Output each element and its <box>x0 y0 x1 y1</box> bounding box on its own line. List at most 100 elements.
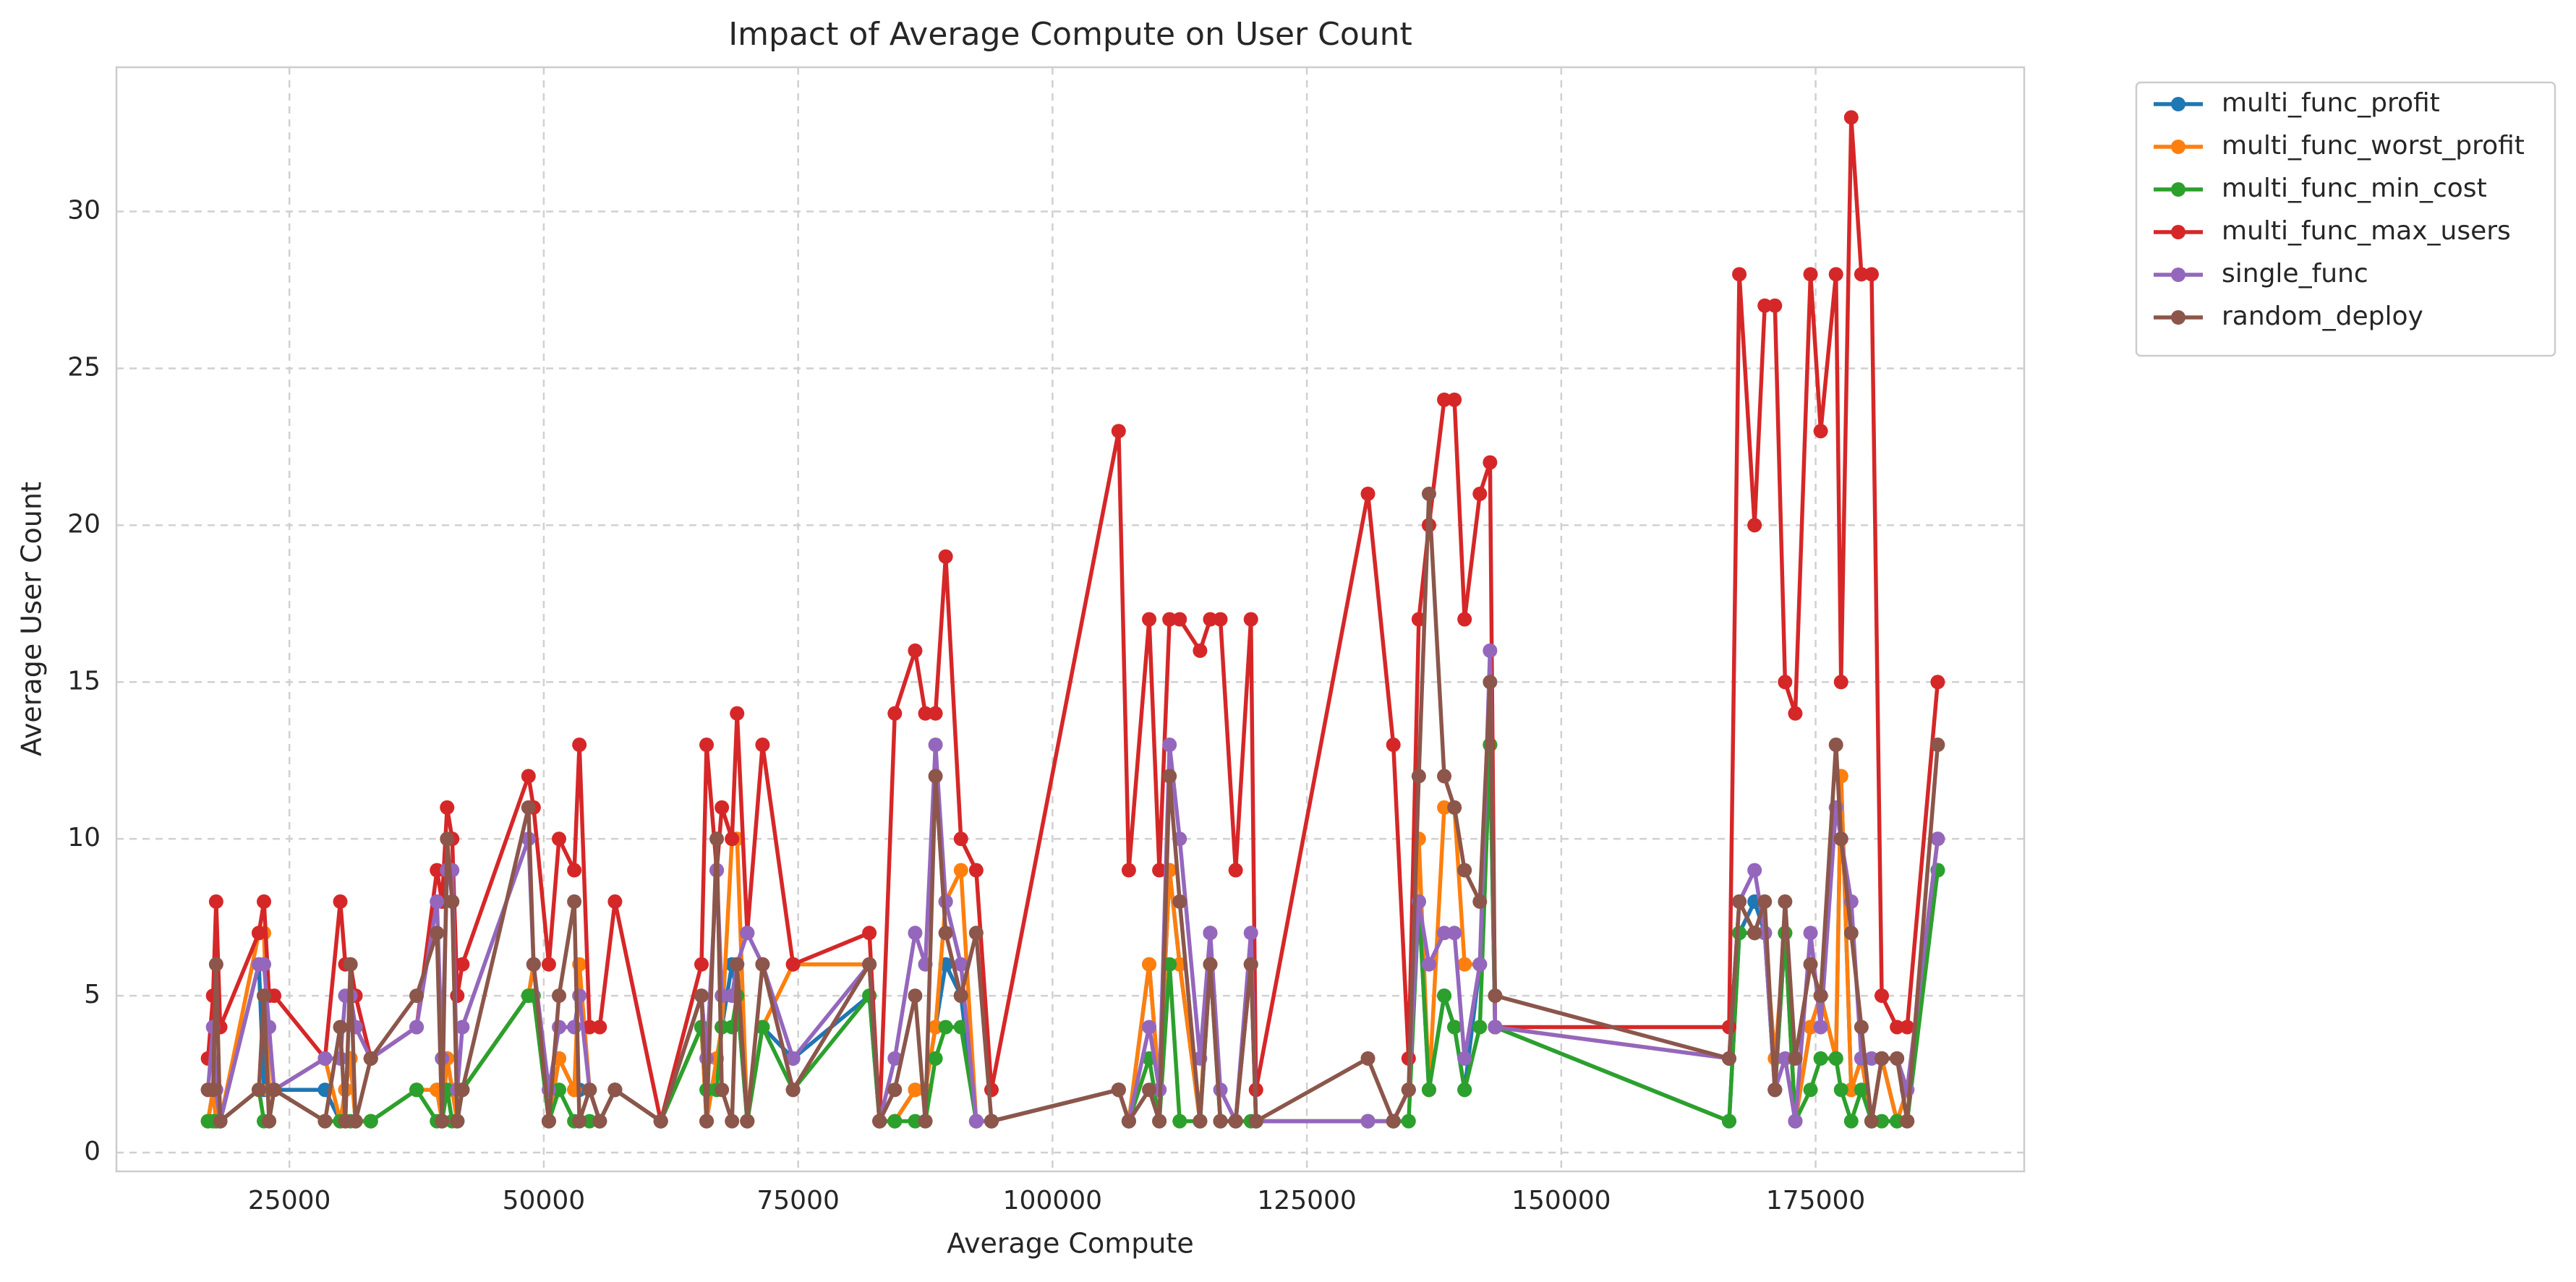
data-point <box>968 926 984 941</box>
data-point <box>862 957 877 972</box>
data-point <box>1228 1114 1243 1129</box>
data-point <box>1803 926 1818 941</box>
data-point <box>567 1020 582 1035</box>
data-point <box>1890 1114 1905 1129</box>
data-point <box>1472 486 1488 501</box>
y-tick-label: 30 <box>67 196 101 226</box>
data-point <box>430 894 445 909</box>
data-point <box>1778 1051 1793 1066</box>
data-point <box>1843 1114 1859 1129</box>
data-point <box>552 988 567 1004</box>
x-tick-label: 25000 <box>248 1186 331 1215</box>
data-point <box>953 1020 968 1035</box>
data-point <box>785 1051 801 1066</box>
data-point <box>552 1020 567 1035</box>
data-point <box>363 1051 378 1066</box>
legend-label: multi_func_profit <box>2222 88 2440 118</box>
data-point <box>1243 612 1258 627</box>
data-point <box>1142 1020 1157 1035</box>
data-point <box>541 957 556 972</box>
data-point <box>1890 1020 1905 1035</box>
legend-marker <box>2171 225 2185 239</box>
x-tick-label: 125000 <box>1257 1186 1356 1215</box>
legend-label: multi_func_max_users <box>2222 216 2511 246</box>
x-tick-label: 100000 <box>1003 1186 1102 1215</box>
x-tick-label: 150000 <box>1511 1186 1611 1215</box>
data-point <box>541 1114 556 1129</box>
data-point <box>1142 1082 1157 1098</box>
data-point <box>592 1114 607 1129</box>
data-point <box>1437 988 1452 1004</box>
data-point <box>653 1114 668 1129</box>
data-point <box>1193 643 1208 658</box>
data-point <box>1864 267 1879 282</box>
data-point <box>572 1114 587 1129</box>
data-point <box>1854 1082 1869 1098</box>
data-point <box>1843 926 1859 941</box>
data-point <box>409 1082 425 1098</box>
data-point <box>251 926 266 941</box>
data-point <box>572 738 587 753</box>
data-point <box>521 769 536 784</box>
data-point <box>1875 1114 1890 1129</box>
series <box>200 486 1945 1129</box>
data-point <box>208 957 223 972</box>
data-point <box>1360 486 1376 501</box>
data-point <box>1447 800 1462 815</box>
data-point <box>785 957 801 972</box>
data-point <box>1843 1082 1859 1098</box>
data-point <box>1483 643 1498 658</box>
data-point <box>740 1114 755 1129</box>
data-point <box>730 957 745 972</box>
data-point <box>740 926 755 941</box>
data-point <box>953 832 968 847</box>
data-point <box>715 1082 730 1098</box>
data-point <box>938 549 953 564</box>
data-point <box>699 738 715 753</box>
data-point <box>1152 863 1167 878</box>
legend-label: single_func <box>2222 259 2368 289</box>
data-point <box>1488 1020 1503 1035</box>
data-point <box>1930 832 1945 847</box>
data-point <box>450 1114 465 1129</box>
data-point <box>348 1114 363 1129</box>
data-point <box>1243 926 1258 941</box>
data-point <box>455 1082 470 1098</box>
data-point <box>205 1082 221 1098</box>
data-point <box>1778 675 1793 690</box>
y-tick-label: 10 <box>67 823 101 852</box>
data-point <box>1757 894 1773 909</box>
y-tick-label: 25 <box>67 352 101 382</box>
data-point <box>1803 1082 1818 1098</box>
data-point <box>928 706 943 721</box>
data-point <box>317 1051 333 1066</box>
data-point <box>1788 706 1803 721</box>
data-point <box>1813 1020 1828 1035</box>
data-point <box>607 1082 623 1098</box>
data-point <box>1747 518 1762 533</box>
data-point <box>1813 424 1828 439</box>
data-point <box>333 1020 348 1035</box>
data-point <box>1803 267 1818 282</box>
data-point <box>251 1082 266 1098</box>
legend-marker <box>2171 268 2185 282</box>
data-point <box>1767 1082 1783 1098</box>
data-point <box>257 957 272 972</box>
data-point <box>1203 612 1218 627</box>
data-point <box>1843 110 1859 125</box>
data-point <box>725 832 740 847</box>
plot-area <box>115 66 2026 1173</box>
data-point <box>1421 486 1436 501</box>
data-point <box>1457 863 1472 878</box>
data-point <box>1828 267 1843 282</box>
data-point <box>1457 957 1472 972</box>
data-point <box>1472 894 1488 909</box>
data-point <box>1788 1114 1803 1129</box>
data-point <box>953 988 968 1004</box>
data-point <box>582 1114 597 1129</box>
data-point <box>440 832 455 847</box>
data-point <box>317 1114 333 1129</box>
data-point <box>409 1020 425 1035</box>
data-point <box>984 1082 999 1098</box>
